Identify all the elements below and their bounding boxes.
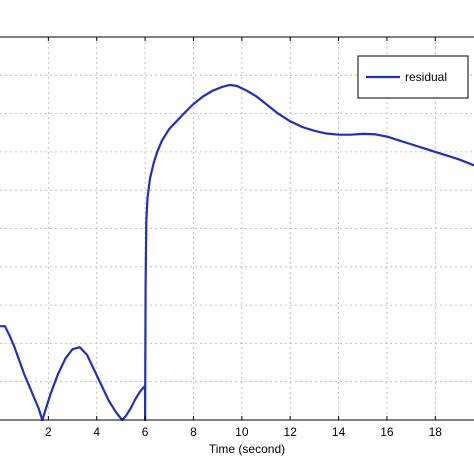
legend-entry-residual: residual	[405, 70, 447, 84]
x-axis-label: Time (second)	[209, 442, 285, 456]
x-tick-label-5: 12	[284, 425, 298, 439]
x-tick-label-4: 10	[235, 425, 249, 439]
series-line-residual	[0, 83, 474, 422]
x-tick-label-7: 16	[380, 425, 394, 439]
series-layer	[0, 83, 474, 422]
x-tick-label-3: 8	[190, 425, 197, 439]
axes	[0, 36, 474, 421]
legend: residual	[357, 55, 469, 99]
x-tick-label-2: 6	[142, 425, 149, 439]
x-tick-label-8: 18	[429, 425, 443, 439]
x-ticks: 2 4 6 8 10 12 14 16 18	[45, 37, 442, 439]
x-tick-label-1: 4	[93, 425, 100, 439]
x-tick-label-0: 2	[45, 425, 52, 439]
x-tick-label-6: 14	[332, 425, 346, 439]
